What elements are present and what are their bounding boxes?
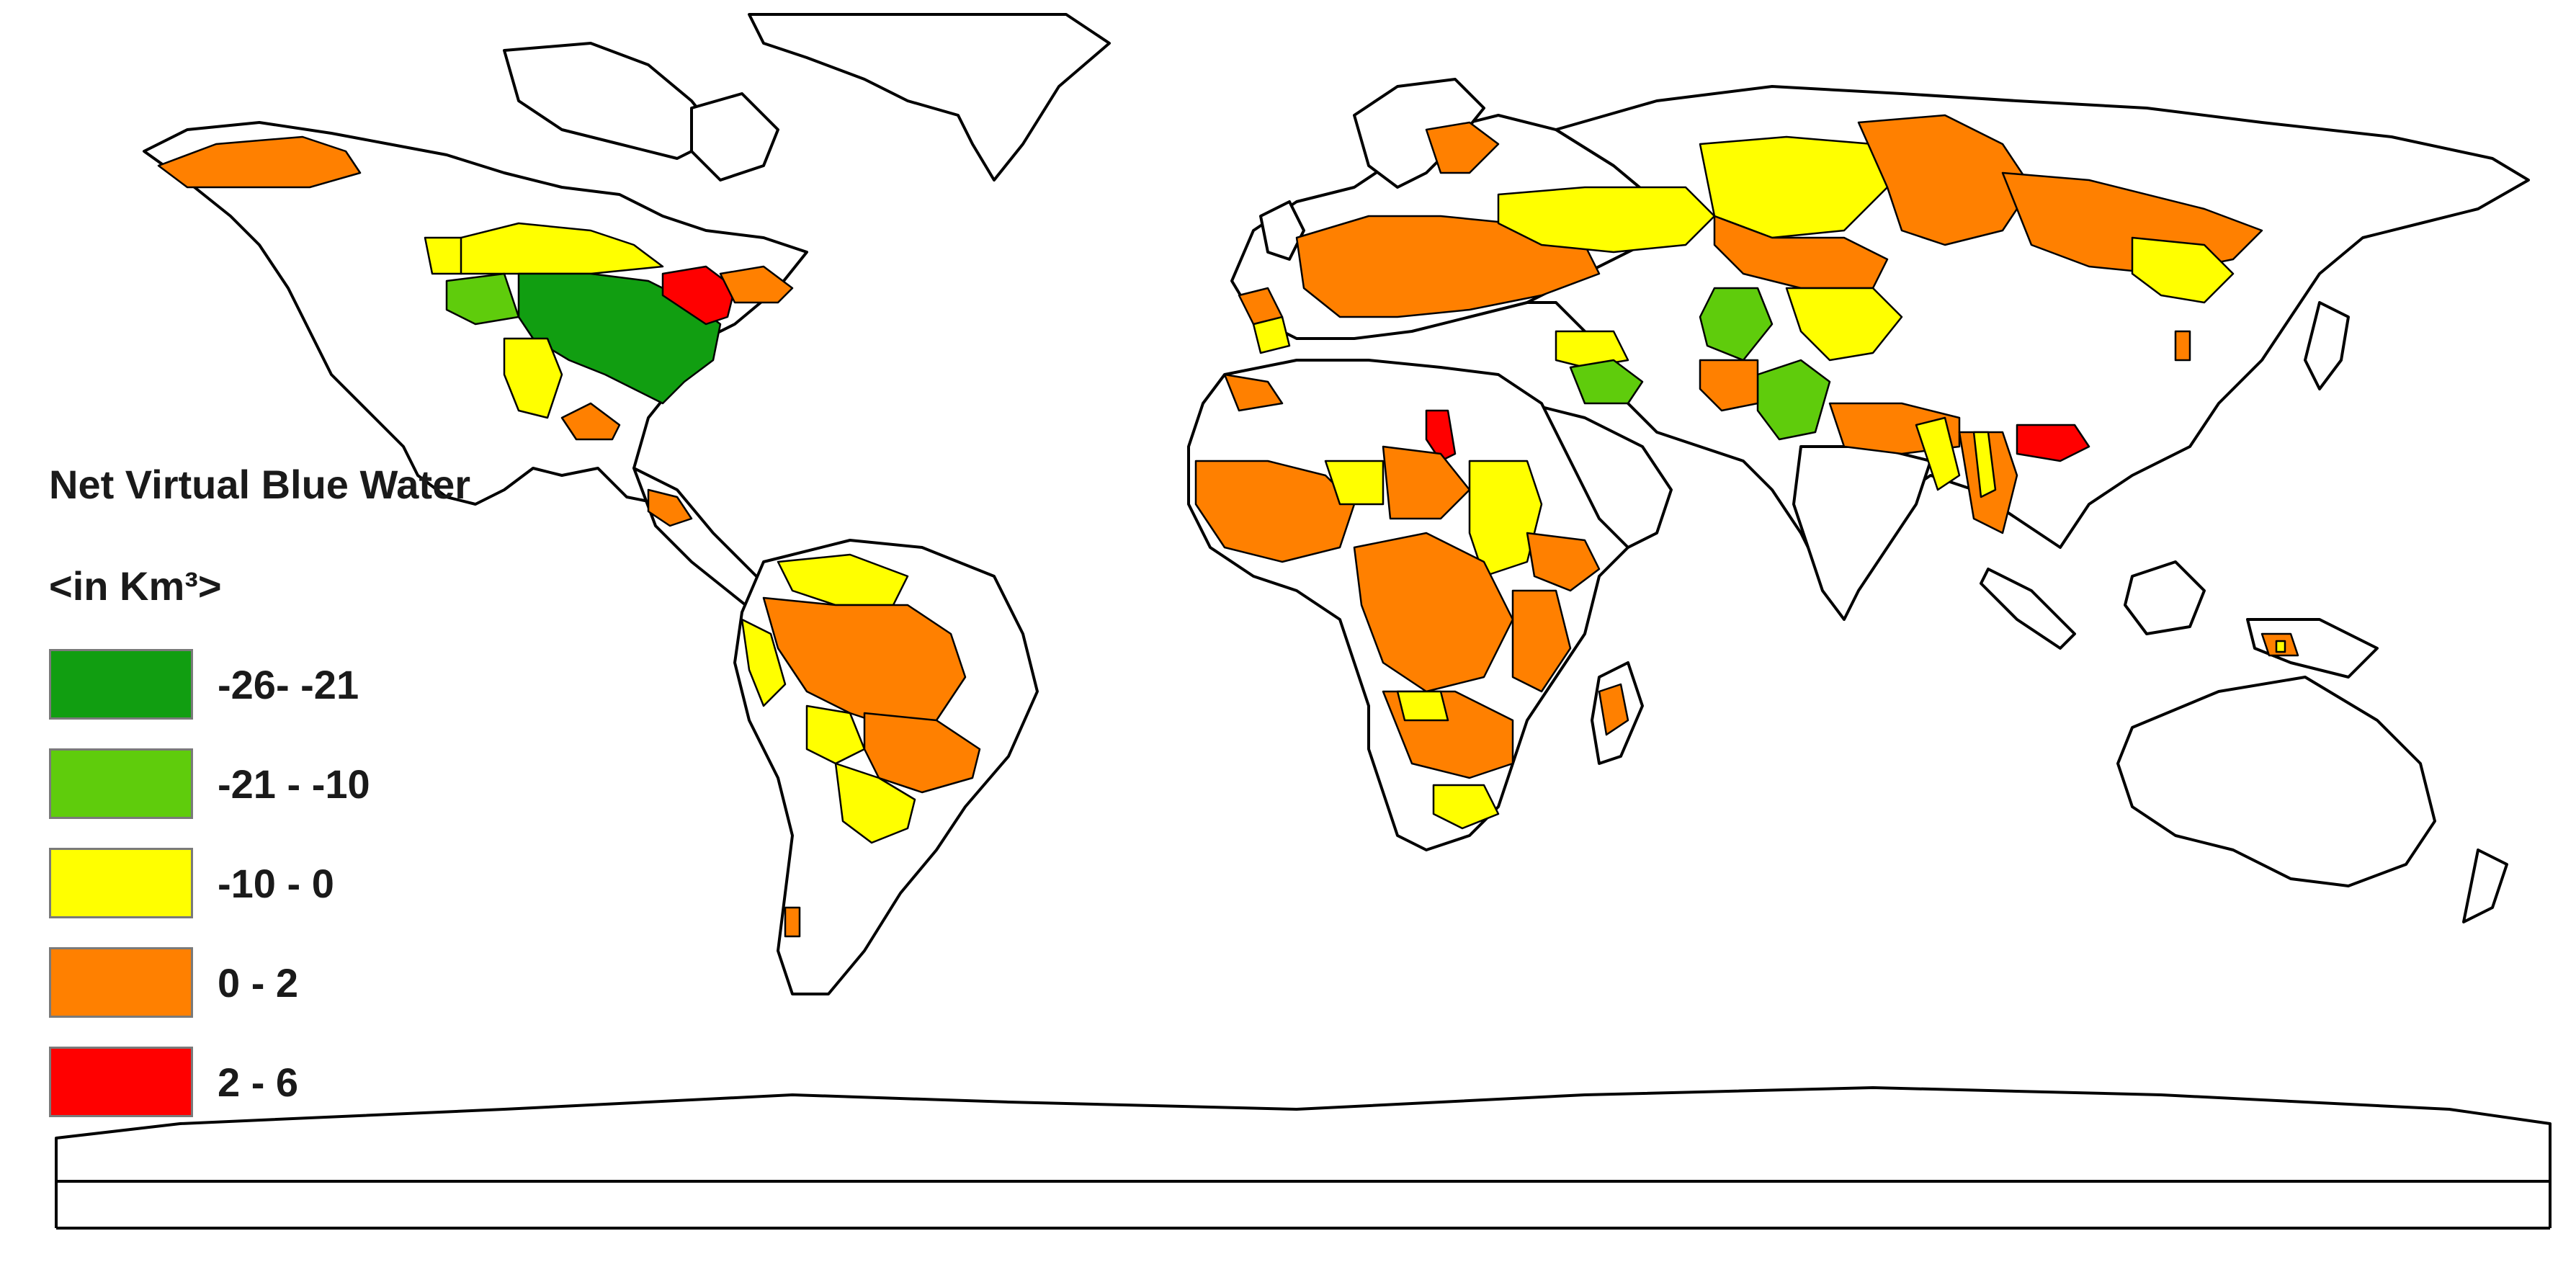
greenland (748, 13, 1111, 182)
asia (1526, 85, 2530, 578)
region-iberia-orange (1238, 287, 1284, 326)
region-mesopotamia-lightgreen (1569, 359, 1644, 405)
region-yenisei-orange (1857, 114, 2033, 246)
region-south-africa-yellow (1432, 784, 1500, 830)
legend-item: -10 - 0 (49, 846, 470, 921)
region-bolivia-yellow (805, 704, 866, 765)
region-ganges-yellow (1915, 416, 1961, 491)
region-east-africa-orange (1511, 589, 1572, 693)
legend-swatch (49, 649, 193, 720)
region-niger-yellow (1324, 460, 1385, 506)
legend-items: -26- -21 -21 - -10 -10 - 0 0 - 2 2 - 6 (49, 647, 470, 1119)
legend-swatch (49, 1047, 193, 1117)
sumatra (1980, 568, 2076, 650)
legend-label: 0 - 2 (218, 959, 299, 1006)
legend-item: 0 - 2 (49, 945, 470, 1020)
region-europe-orange (1295, 215, 1601, 318)
region-central-america-orange (647, 488, 693, 527)
legend: Net Virtual Blue Water <in Km³> -26- -21… (49, 461, 470, 1144)
region-madagascar-orange (1598, 683, 1629, 736)
region-la-plata-yellow (834, 762, 916, 844)
region-us-west-yellow (503, 337, 563, 419)
region-nile-yellow (1468, 460, 1543, 578)
region-zambezi-yellow (1396, 690, 1449, 722)
region-pearl-red (2016, 424, 2090, 462)
legend-item: -26- -21 (49, 647, 470, 722)
japan (2304, 301, 2350, 390)
region-parana-orange (863, 712, 981, 794)
region-rio-grande-orange (560, 402, 621, 441)
region-st-lawrence-orange (719, 265, 794, 304)
legend-item: -21 - -10 (49, 746, 470, 821)
legend-item: 2 - 6 (49, 1044, 470, 1119)
region-congo-orange (1353, 532, 1514, 693)
australia (2116, 676, 2436, 887)
region-afghanistan-orange (1699, 359, 1759, 412)
new-zealand (2462, 849, 2508, 923)
legend-label: -21 - -10 (218, 761, 370, 807)
region-indus-lightgreen (1756, 359, 1831, 441)
region-lake-chad-orange (1382, 445, 1471, 520)
region-canada-west-yellow (424, 236, 462, 275)
region-horn-orange (1526, 532, 1601, 592)
choropleth-regions (157, 114, 2299, 938)
baffin-island (690, 92, 779, 182)
legend-unit: <in Km³> (49, 563, 222, 609)
india (1792, 445, 1932, 621)
legend-label: -10 - 0 (218, 860, 334, 906)
region-canada-yellow (431, 222, 664, 275)
region-great-lakes-red (661, 265, 736, 326)
legend-label: 2 - 6 (218, 1059, 299, 1105)
region-west-africa-orange (1194, 460, 1356, 563)
legend-swatch (49, 947, 193, 1018)
legend-label: -26- -21 (218, 661, 359, 707)
region-alaska (157, 135, 362, 189)
region-mongolia-yellow (1785, 287, 1903, 362)
region-mekong-yellow (1972, 431, 1997, 498)
legend-swatch (49, 848, 193, 918)
region-korea-orange (2174, 330, 2191, 362)
region-new-guinea-yellow (2275, 640, 2286, 653)
legend-swatch (49, 748, 193, 819)
great-britain (1259, 200, 1305, 261)
borneo (2124, 560, 2206, 635)
region-peru-yellow (741, 618, 787, 707)
region-scandinavia-orange (1425, 121, 1500, 174)
antarctica (55, 1086, 2552, 1183)
region-amur-yellow (2131, 236, 2235, 304)
region-volga-yellow (1497, 186, 1716, 254)
arctic-archipelago (503, 42, 722, 160)
region-north-africa-orange (1223, 373, 1284, 412)
region-patagonia-orange (784, 906, 801, 938)
legend-title: Net Virtual Blue Water (49, 462, 471, 507)
region-pacific-nw-lightgreen (445, 272, 520, 326)
region-nile-delta-red (1425, 409, 1457, 462)
